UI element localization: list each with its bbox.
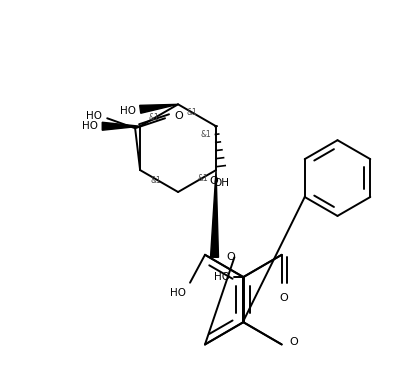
Text: O: O <box>227 252 235 262</box>
Polygon shape <box>102 122 140 130</box>
Text: &1: &1 <box>186 108 197 117</box>
Text: &1: &1 <box>150 176 161 185</box>
Text: &1: &1 <box>148 113 159 122</box>
Text: O: O <box>209 176 218 186</box>
Text: HO: HO <box>170 288 186 298</box>
Polygon shape <box>211 170 219 257</box>
Text: HO: HO <box>82 121 98 131</box>
Text: HO: HO <box>120 106 136 116</box>
Text: O: O <box>290 337 298 347</box>
Text: OH: OH <box>213 178 229 188</box>
Text: &1: &1 <box>197 174 208 183</box>
Text: O: O <box>174 111 183 121</box>
Text: &1: &1 <box>200 130 211 139</box>
Text: O: O <box>279 292 288 303</box>
Text: HO: HO <box>86 111 102 121</box>
Text: HO: HO <box>214 272 230 282</box>
Polygon shape <box>140 104 178 113</box>
